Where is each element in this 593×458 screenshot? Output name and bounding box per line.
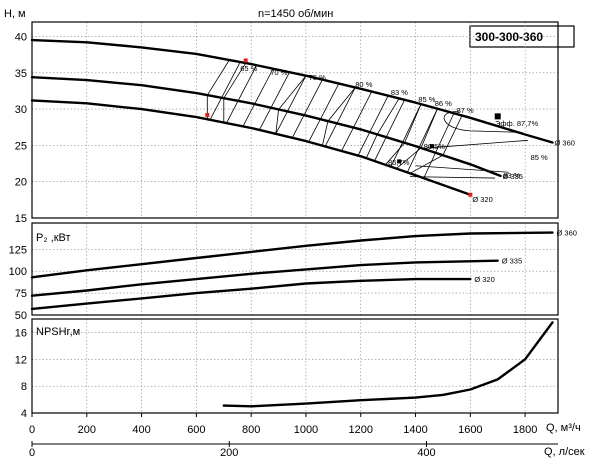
- efficiency-line: [322, 87, 356, 146]
- y-tick-label: 35: [15, 68, 27, 80]
- npsh-curve-1: [222, 321, 554, 408]
- y-tick-label: 15: [15, 213, 27, 225]
- y-label-head: H, м: [4, 8, 26, 20]
- efficiency-line: [365, 98, 400, 159]
- operating-area-hatch: [390, 103, 422, 167]
- efficiency-label: 70 %: [270, 68, 287, 77]
- y-tick-label: 4: [21, 408, 27, 420]
- panel-frame-power: [31, 222, 559, 316]
- efficiency-line: [223, 62, 247, 123]
- secondary-tick-label: 400: [417, 447, 435, 458]
- power-curve-1: [30, 231, 554, 279]
- marker-86-5: [429, 144, 434, 149]
- x-axis-label-primary: Q, м³/ч: [546, 422, 581, 434]
- x-tick-label: 1000: [294, 424, 318, 436]
- x-tick-label: 800: [242, 424, 260, 436]
- efficiency-label: 85 %: [418, 95, 435, 104]
- efficiency-contour-85: [423, 139, 528, 149]
- efficiency-contour-83: [415, 165, 509, 173]
- x-tick-label: 1600: [458, 424, 482, 436]
- x-tick-label: 1200: [349, 424, 373, 436]
- x-tick-label: 1800: [513, 424, 537, 436]
- operating-area-hatch: [226, 65, 258, 124]
- series-label-power-0: Ø 360: [557, 229, 577, 238]
- efficiency-label: 75 %: [309, 73, 326, 82]
- operating-area-hatch: [357, 95, 389, 156]
- efficiency-label: 65 %: [240, 64, 257, 73]
- y-tick-label: 12: [15, 354, 27, 366]
- series-label-power-2: Ø 320: [474, 275, 494, 284]
- chart-title: n=1450 об/мин: [258, 8, 333, 20]
- y-label-npsh: NPSHr,м: [36, 326, 80, 338]
- series-label-power-1: Ø 335: [502, 257, 522, 266]
- efficiency-line: [396, 108, 438, 169]
- operating-area-hatch: [341, 91, 373, 152]
- efficiency-label: Эфф. 87,7%: [495, 119, 538, 128]
- series-label-head-335: Ø 335: [502, 172, 522, 181]
- operating-area-hatch: [291, 79, 323, 138]
- efficiency-label: 85,7%: [388, 158, 410, 167]
- y-tick-label: 40: [15, 32, 27, 44]
- x-axis-label-secondary: Q, л/сек: [544, 446, 585, 458]
- x-tick-label: 0: [29, 424, 35, 436]
- operating-area-hatch: [324, 87, 356, 147]
- efficiency-label: 80 %: [355, 80, 372, 89]
- model-label: 300-300-360: [475, 30, 543, 44]
- efficiency-label: 86,5%: [424, 142, 446, 151]
- bep-marker: [494, 113, 501, 120]
- y-tick-label: 100: [9, 266, 27, 278]
- y-tick-label: 20: [15, 177, 27, 189]
- efficiency-label: 83 %: [391, 88, 408, 97]
- efficiency-contour-83b: [410, 176, 495, 179]
- series-label-head-360: Ø 360: [555, 139, 575, 148]
- power-curve-3: [30, 277, 472, 311]
- x-tick-label: 200: [78, 424, 96, 436]
- efficiency-label: 85 %: [531, 153, 548, 162]
- efficiency-line: [409, 115, 463, 174]
- operating-area-hatch: [308, 83, 340, 142]
- head-curve-3: [30, 99, 472, 196]
- x-tick-label: 600: [187, 424, 205, 436]
- operating-area-hatch: [406, 108, 438, 173]
- y-label-power: P₂ ,кВт: [36, 232, 71, 244]
- efficiency-line: [275, 75, 307, 134]
- efficiency-label: 83 %: [503, 171, 520, 180]
- y-tick-label: 30: [15, 104, 27, 116]
- operating-area-hatch: [275, 75, 307, 135]
- operating-area-hatch: [259, 72, 290, 131]
- marker-red-bottom: [205, 112, 210, 117]
- y-tick-label: 25: [15, 140, 27, 152]
- efficiency-label: 87 %: [457, 106, 474, 115]
- secondary-tick-label: 200: [220, 447, 238, 458]
- x-tick-label: 1400: [403, 424, 427, 436]
- marker-red-top: [243, 58, 248, 63]
- marker-red-end: [468, 192, 473, 197]
- y-tick-label: 50: [15, 310, 27, 322]
- series-label-head-320: Ø 320: [472, 195, 492, 204]
- head-curve-1: [30, 38, 554, 144]
- y-tick-label: 16: [15, 327, 27, 339]
- y-tick-label: 8: [21, 381, 27, 393]
- y-tick-label: 125: [9, 244, 27, 256]
- panel-frame-npsh: [31, 318, 559, 414]
- efficiency-contour-86-5: [443, 111, 523, 133]
- operating-area-hatch: [423, 113, 455, 179]
- operating-area-hatch: [209, 61, 241, 121]
- y-tick-label: 75: [15, 288, 27, 300]
- secondary-tick-label: 0: [29, 447, 35, 458]
- marker-85-7: [397, 159, 402, 164]
- efficiency-line: [385, 103, 422, 166]
- power-curve-2: [30, 259, 499, 297]
- efficiency-label: 86 %: [435, 99, 452, 108]
- panel-frame-head: [31, 21, 559, 219]
- operating-area-hatch: [374, 99, 405, 162]
- operating-area-hatch: [242, 68, 274, 127]
- efficiency-line-65-red: [206, 59, 230, 120]
- x-tick-label: 400: [132, 424, 150, 436]
